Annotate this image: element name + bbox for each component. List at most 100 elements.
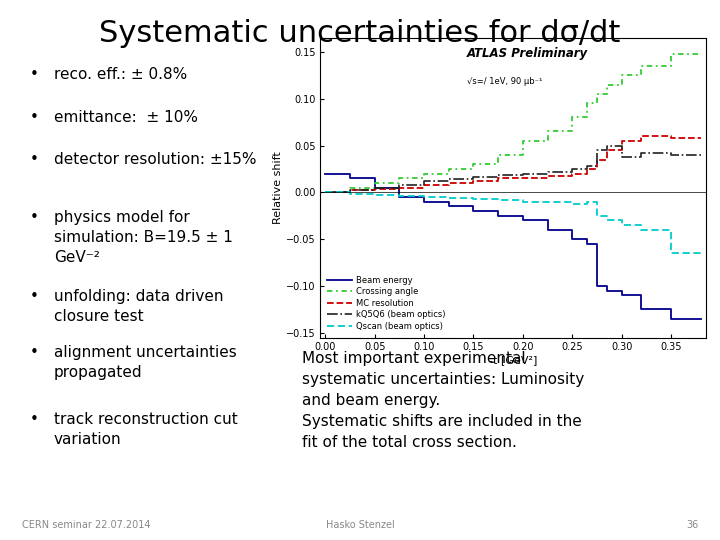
kQ5Q6 (beam optics) xyxy=(696,152,705,158)
Beam energy xyxy=(444,203,453,210)
Text: •: • xyxy=(30,110,39,125)
Text: √s=/ 1eV, 90 μb⁻¹: √s=/ 1eV, 90 μb⁻¹ xyxy=(467,77,542,86)
Beam energy xyxy=(346,170,354,177)
Qscan (beam optics) xyxy=(370,191,379,198)
Beam energy xyxy=(582,241,591,247)
MC resolution xyxy=(617,138,626,144)
Crossing angle xyxy=(518,152,527,158)
Beam energy xyxy=(568,236,577,242)
Crossing angle xyxy=(420,175,428,181)
Qscan (beam optics) xyxy=(593,213,601,219)
MC resolution xyxy=(544,173,552,180)
Crossing angle xyxy=(370,180,379,186)
Qscan (beam optics) xyxy=(518,199,527,205)
Crossing angle xyxy=(469,161,478,167)
Beam energy xyxy=(617,287,626,294)
MC resolution xyxy=(469,180,478,186)
Crossing angle xyxy=(667,50,675,57)
Beam energy xyxy=(603,287,611,294)
Text: track reconstruction cut
variation: track reconstruction cut variation xyxy=(54,412,238,447)
Crossing angle xyxy=(603,82,611,88)
Line: Crossing angle: Crossing angle xyxy=(325,53,701,192)
kQ5Q6 (beam optics) xyxy=(603,147,611,153)
Beam energy xyxy=(370,184,379,191)
Crossing angle xyxy=(420,170,428,177)
Beam energy xyxy=(667,315,675,322)
kQ5Q6 (beam optics) xyxy=(518,170,527,177)
Qscan (beam optics) xyxy=(568,199,577,205)
kQ5Q6 (beam optics) xyxy=(544,170,552,177)
kQ5Q6 (beam optics) xyxy=(667,152,675,158)
Crossing angle xyxy=(494,161,503,167)
Beam energy xyxy=(603,283,611,289)
Crossing angle xyxy=(667,63,675,69)
Text: Hasko Stenzel: Hasko Stenzel xyxy=(325,520,395,530)
Crossing angle xyxy=(544,138,552,144)
kQ5Q6 (beam optics) xyxy=(395,181,404,188)
kQ5Q6 (beam optics) xyxy=(518,172,527,179)
Qscan (beam optics) xyxy=(395,192,404,198)
MC resolution xyxy=(494,178,503,184)
Crossing angle xyxy=(617,72,626,78)
Qscan (beam optics) xyxy=(494,195,503,202)
kQ5Q6 (beam optics) xyxy=(346,186,354,193)
Text: ATLAS Preliminary: ATLAS Preliminary xyxy=(467,47,588,60)
Text: CERN seminar 22.07.2014: CERN seminar 22.07.2014 xyxy=(22,520,150,530)
Text: detector resolution: ±15%: detector resolution: ±15% xyxy=(54,152,256,167)
Crossing angle xyxy=(544,128,552,134)
Qscan (beam optics) xyxy=(346,189,354,195)
Qscan (beam optics) xyxy=(617,222,626,228)
Crossing angle xyxy=(603,91,611,97)
Line: kQ5Q6 (beam optics): kQ5Q6 (beam optics) xyxy=(325,145,701,192)
Beam energy xyxy=(518,217,527,224)
Beam energy xyxy=(582,236,591,242)
Qscan (beam optics) xyxy=(469,195,478,201)
MC resolution xyxy=(603,156,611,163)
MC resolution xyxy=(444,180,453,186)
MC resolution xyxy=(395,185,404,192)
Text: •: • xyxy=(30,211,39,225)
Qscan (beam optics) xyxy=(637,227,646,233)
MC resolution xyxy=(370,187,379,194)
kQ5Q6 (beam optics) xyxy=(568,166,577,172)
MC resolution xyxy=(420,184,428,191)
Qscan (beam optics) xyxy=(494,197,503,203)
MC resolution xyxy=(603,147,611,153)
Qscan (beam optics) xyxy=(346,191,354,198)
MC resolution xyxy=(667,135,675,141)
Text: Systematic uncertainties for dσ/dt: Systematic uncertainties for dσ/dt xyxy=(99,19,621,48)
Line: MC resolution: MC resolution xyxy=(325,136,701,192)
Beam energy xyxy=(518,213,527,219)
Beam energy xyxy=(321,170,330,177)
kQ5Q6 (beam optics) xyxy=(370,184,379,191)
Text: alignment uncertainties
propagated: alignment uncertainties propagated xyxy=(54,345,237,380)
Text: 36: 36 xyxy=(686,520,698,530)
Crossing angle xyxy=(593,100,601,106)
Beam energy xyxy=(469,203,478,210)
Legend: Beam energy, Crossing angle, MC resolution, kQ5Q6 (beam optics), Qscan (beam opt: Beam energy, Crossing angle, MC resoluti… xyxy=(325,273,449,333)
Crossing angle xyxy=(568,114,577,120)
Text: reco. eff.: ± 0.8%: reco. eff.: ± 0.8% xyxy=(54,67,187,82)
kQ5Q6 (beam optics) xyxy=(420,181,428,188)
Beam energy xyxy=(568,227,577,233)
Beam energy xyxy=(667,306,675,313)
Crossing angle xyxy=(321,189,330,195)
Qscan (beam optics) xyxy=(321,189,330,195)
MC resolution xyxy=(346,187,354,194)
MC resolution xyxy=(370,185,379,192)
Qscan (beam optics) xyxy=(544,199,552,205)
Text: emittance:  ± 10%: emittance: ± 10% xyxy=(54,110,198,125)
MC resolution xyxy=(518,175,527,181)
Crossing angle xyxy=(370,184,379,191)
Beam energy xyxy=(420,194,428,200)
kQ5Q6 (beam optics) xyxy=(617,153,626,160)
Crossing angle xyxy=(469,166,478,172)
Text: •: • xyxy=(30,412,39,427)
kQ5Q6 (beam optics) xyxy=(667,150,675,156)
kQ5Q6 (beam optics) xyxy=(617,142,626,149)
MC resolution xyxy=(617,147,626,153)
kQ5Q6 (beam optics) xyxy=(395,184,404,191)
kQ5Q6 (beam optics) xyxy=(582,166,591,172)
MC resolution xyxy=(346,189,354,195)
kQ5Q6 (beam optics) xyxy=(370,186,379,193)
